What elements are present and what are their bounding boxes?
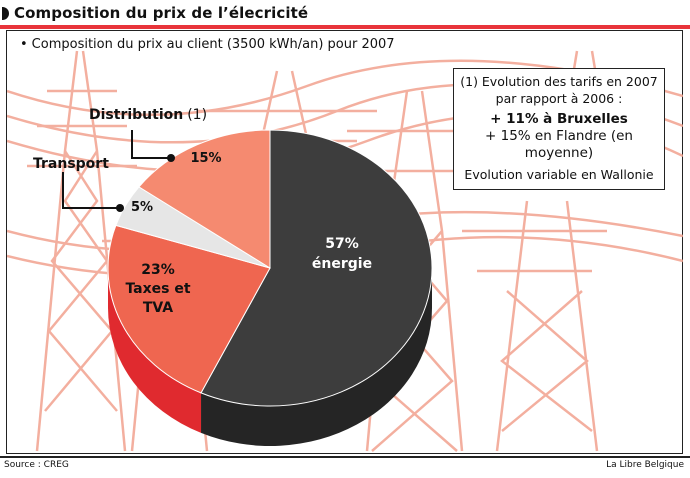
pie-slice-distribution (138, 129, 271, 269)
credit-text: La Libre Belgique (606, 460, 684, 470)
title-marker-icon (2, 7, 9, 20)
label-distribution-note: (1) (187, 107, 207, 123)
pie-top (107, 129, 433, 407)
chart-subtitle-text: Composition du prix au client (3500 kWh/… (31, 37, 395, 52)
leader-dot-transport (116, 204, 124, 212)
bottom-rule (0, 456, 690, 458)
page-title: Composition du prix de l’élecricité (14, 4, 309, 22)
pie-depth (108, 268, 432, 446)
pie-depth-taxes (108, 268, 202, 433)
note-line-5: Evolution variable en Wallonie (464, 167, 654, 182)
chart-subtitle: • Composition du prix au client (3500 kWh… (20, 37, 395, 52)
label-energie-name: énergie (312, 256, 372, 272)
leader-line-transport (62, 172, 118, 209)
leader-line-distribution (131, 130, 170, 159)
pie-slice-energie (200, 129, 433, 407)
note-line-1: (1) Evolution des tarifs en 2007 (460, 74, 658, 89)
title-rule (0, 25, 690, 29)
leader-dot-distribution (167, 154, 175, 162)
label-transport-pct: 5% (131, 200, 153, 215)
pie-depth-energie (201, 268, 432, 446)
label-taxes-name-2: TVA (143, 300, 173, 316)
note-line-2: par rapport à 2006 : (495, 91, 623, 106)
label-transport-name: Transport (33, 156, 109, 172)
chart-frame (6, 30, 683, 454)
note-line-4: + 15% en Flandre (en moyenne) (485, 128, 633, 161)
label-taxes-pct: 23% (141, 262, 175, 278)
label-taxes-name-1: Taxes et (125, 281, 190, 297)
label-distribution-name: Distribution (1) (89, 107, 207, 123)
pie-slice-taxes (107, 224, 271, 394)
label-energie-pct: 57% (325, 236, 359, 252)
bullet-icon: • (20, 37, 28, 52)
pie-labels: 57% énergie 23% Taxes et TVA 15% 5% Distributio… (33, 107, 372, 316)
source-text: Source : CREG (4, 460, 69, 470)
tariff-note-box: (1) Evolution des tarifs en 2007 par rap… (453, 68, 665, 190)
label-distribution-pct: 15% (190, 151, 221, 166)
title-bar: Composition du prix de l’élecricité (0, 0, 690, 29)
note-line-3: + 11% à Bruxelles (490, 111, 628, 127)
